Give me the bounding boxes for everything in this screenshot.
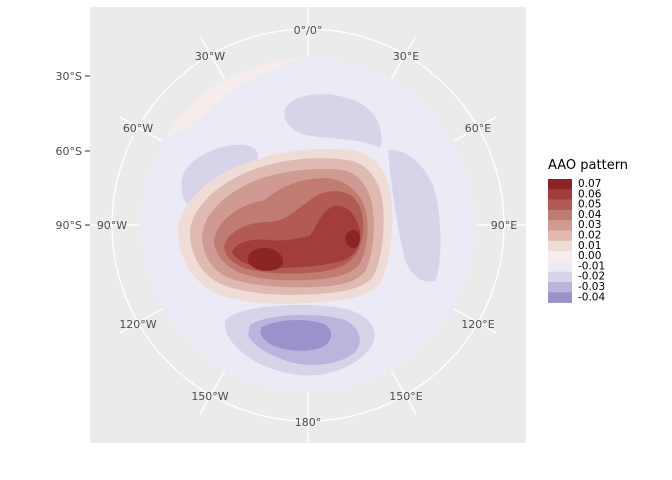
legend-label: 0.01 <box>578 240 601 252</box>
lon-label-120e: 120°E <box>461 318 494 331</box>
legend-label: 0.05 <box>578 199 601 211</box>
legend-swatch <box>548 220 572 231</box>
legend-label: -0.02 <box>578 271 605 283</box>
longitude-labels: 0°/0° 30°E 60°E 90°E 120°E 150°E 180° 15… <box>97 24 517 429</box>
contour-neg-right <box>388 149 441 282</box>
contour-pos-007-left <box>247 247 284 271</box>
legend-swatch <box>548 251 572 262</box>
legend-label: 0.00 <box>578 250 601 262</box>
lon-label-30e: 30°E <box>393 50 419 63</box>
legend-label: 0.03 <box>578 219 601 231</box>
latitude-axis: 30°S 60°S 90°S <box>56 70 90 232</box>
legend-swatch <box>548 189 572 200</box>
outer-ring <box>111 28 505 422</box>
lon-label-0: 0°/0° <box>294 24 323 37</box>
lon-label-30w: 30°W <box>195 50 225 63</box>
contour-000-upper-left <box>168 57 305 135</box>
contour-neg-top <box>284 94 382 148</box>
lon-label-60w: 60°W <box>123 122 153 135</box>
lon-label-90w: 90°W <box>97 219 127 232</box>
legend-label: 0.02 <box>578 230 601 242</box>
lon-label-150w: 150°W <box>191 390 228 403</box>
lon-label-150e: 150°E <box>389 390 422 403</box>
legend-keys: 0.070.060.050.040.030.020.010.00-0.01-0.… <box>548 178 605 303</box>
legend-swatch <box>548 230 572 242</box>
legend-swatch <box>548 179 572 190</box>
lat-label-30s: 30°S <box>56 70 82 83</box>
legend-swatch <box>548 271 572 283</box>
legend-swatch <box>548 282 572 293</box>
legend-swatch <box>548 292 572 303</box>
legend-swatch <box>548 240 572 252</box>
lon-label-90e: 90°E <box>491 219 517 232</box>
lon-label-60e: 60°E <box>465 122 491 135</box>
lat-label-60s: 60°S <box>56 145 82 158</box>
legend-label: 0.04 <box>578 209 602 221</box>
legend-label: 0.06 <box>578 188 602 200</box>
contour-pos-007-right <box>345 229 360 249</box>
legend-swatch <box>548 209 572 221</box>
legend-label: -0.03 <box>578 281 605 293</box>
lat-label-90s: 90°S <box>56 219 82 232</box>
legend-swatch <box>548 199 572 211</box>
legend-label: -0.01 <box>578 260 605 272</box>
legend-label: 0.07 <box>578 178 601 190</box>
lon-label-180: 180° <box>295 416 322 429</box>
legend-title: AAO pattern <box>548 158 628 173</box>
legend-swatch <box>548 261 572 272</box>
lon-label-120w: 120°W <box>119 318 156 331</box>
contour-neg-bottom-3 <box>260 319 332 351</box>
legend: AAO pattern 0.070.060.050.040.030.020.01… <box>548 158 628 303</box>
legend-label: -0.04 <box>578 291 605 303</box>
